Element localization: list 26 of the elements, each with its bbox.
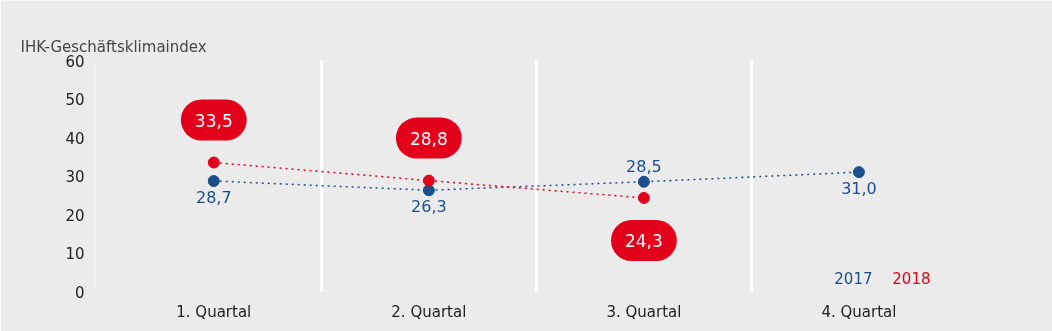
data-label: 26,3 <box>411 197 447 217</box>
x-tick-label: 1. Quartal <box>176 302 252 321</box>
y-tick-label: 50 <box>65 91 85 109</box>
y-tick-label: 10 <box>65 245 85 263</box>
x-tick-label: 4. Quartal <box>821 302 897 321</box>
point <box>422 174 435 187</box>
data-label: 28,5 <box>626 156 662 176</box>
x-tick-label: 2. Quartal <box>391 302 467 321</box>
data-label: 28,7 <box>195 188 232 208</box>
point <box>207 175 220 187</box>
text: 2017 <box>834 269 873 288</box>
point <box>637 175 650 188</box>
data-label: 28,8 <box>409 128 448 149</box>
y-tick-label: 20 <box>65 206 85 225</box>
text: 2018 <box>892 269 931 288</box>
data-label: 24,3 <box>624 230 663 251</box>
point <box>852 166 865 179</box>
data-label: 31,0 <box>841 179 877 199</box>
point <box>207 156 220 169</box>
point <box>422 184 435 197</box>
y-tick-label: 0 <box>74 283 85 302</box>
y-tick-label: 40 <box>65 129 85 148</box>
y-tick-label: 30 <box>65 168 85 186</box>
point <box>637 191 650 204</box>
x-tick-label: 3. Quartal <box>606 302 682 321</box>
data-label: 33,5 <box>194 110 233 131</box>
